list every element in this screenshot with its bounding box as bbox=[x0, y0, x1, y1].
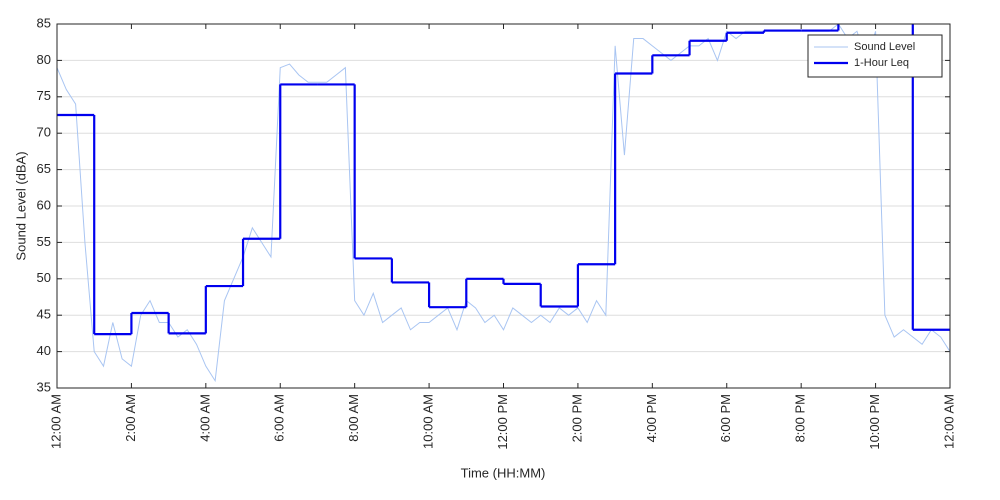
plot-lines bbox=[57, 24, 950, 383]
x-axis-label: Time (HH:MM) bbox=[461, 465, 546, 480]
x-tick-label: 4:00 PM bbox=[644, 394, 659, 442]
x-tick-label: 8:00 PM bbox=[793, 394, 808, 442]
y-axis-label: Sound Level (dBA) bbox=[13, 151, 28, 260]
y-tick-label: 75 bbox=[37, 88, 51, 103]
x-tick-label: 12:00 PM bbox=[495, 394, 510, 450]
legend: Sound Level 1-Hour Leq bbox=[807, 34, 943, 78]
x-tick-label: 8:00 AM bbox=[346, 394, 361, 442]
y-tick-label: 40 bbox=[37, 343, 51, 358]
y-tick-label: 60 bbox=[37, 197, 51, 212]
x-tick-label: 12:00 AM bbox=[48, 394, 63, 449]
x-tick-label: 10:00 PM bbox=[867, 394, 882, 450]
x-tick-label: 12:00 AM bbox=[941, 394, 956, 449]
axes-box bbox=[56, 23, 951, 389]
x-tick-label: 6:00 PM bbox=[718, 394, 733, 442]
y-tick-label: 35 bbox=[37, 379, 51, 394]
y-tick-label: 70 bbox=[37, 125, 51, 140]
legend-label: 1-Hour Leq bbox=[854, 57, 909, 69]
y-tick-label: 80 bbox=[37, 52, 51, 67]
y-tick-label: 55 bbox=[37, 234, 51, 249]
y-tick-label: 65 bbox=[37, 161, 51, 176]
x-tick-label: 2:00 PM bbox=[569, 394, 584, 442]
x-tick-label: 4:00 AM bbox=[197, 394, 212, 442]
x-tick-label: 6:00 AM bbox=[272, 394, 287, 442]
y-tick-label: 50 bbox=[37, 270, 51, 285]
x-tick-label: 2:00 AM bbox=[123, 394, 138, 442]
y-tick-label: 85 bbox=[37, 15, 51, 30]
legend-label: Sound Level bbox=[854, 41, 915, 53]
x-tick-label: 10:00 AM bbox=[421, 394, 436, 449]
legend-box bbox=[807, 34, 943, 78]
y-tick-label: 45 bbox=[37, 307, 51, 322]
